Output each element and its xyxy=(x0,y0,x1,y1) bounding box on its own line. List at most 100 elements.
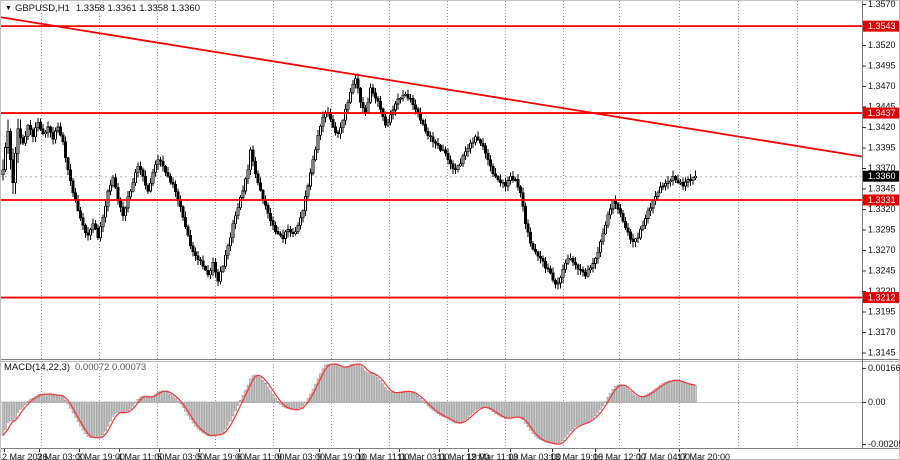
time-axis-label: 5 Mar 19:00 xyxy=(197,452,245,460)
candle-body xyxy=(481,143,485,147)
candle-body xyxy=(679,181,682,184)
macd-histogram-bar xyxy=(239,399,242,403)
macd-histogram-bar xyxy=(154,393,157,403)
price-tick-label: 1.3345 xyxy=(868,184,896,194)
candle-body xyxy=(516,179,520,188)
macd-histogram-bar xyxy=(334,363,337,403)
macd-histogram-bar xyxy=(106,401,110,427)
candle-body xyxy=(106,190,110,207)
macd-histogram-bar xyxy=(116,401,120,413)
candle-body xyxy=(661,185,665,188)
candle-body xyxy=(631,238,635,243)
macd-histogram-bar xyxy=(421,400,425,403)
candle-body xyxy=(309,172,312,187)
candle-body xyxy=(614,200,617,204)
candle-body xyxy=(601,233,605,243)
candle-body xyxy=(256,173,260,184)
macd-histogram-bar xyxy=(671,379,675,403)
macd-histogram-bar xyxy=(314,383,317,403)
candle-body xyxy=(26,125,30,137)
macd-histogram-bar xyxy=(586,401,590,422)
macd-histogram-bar xyxy=(684,383,687,403)
macd-histogram-bar xyxy=(451,401,455,423)
macd-histogram-bar xyxy=(366,372,370,403)
candle-body xyxy=(549,268,552,274)
price-level-badge[interactable]: 1.3437 xyxy=(863,107,899,119)
macd-histogram-bar xyxy=(269,390,272,403)
macd-histogram-bar xyxy=(564,401,567,438)
time-axis-label: 3 Mar 03:00 xyxy=(37,452,85,460)
candle-body xyxy=(684,181,687,187)
candle-body xyxy=(29,125,32,130)
macd-histogram-bar xyxy=(411,392,415,403)
macd-histogram-bar xyxy=(636,396,640,403)
macd-histogram-bar xyxy=(616,384,620,403)
candle-body xyxy=(469,143,472,149)
candle-body xyxy=(164,166,167,173)
macd-histogram-bar xyxy=(286,401,290,409)
macd-histogram-bar xyxy=(129,401,132,410)
macd-histogram-bar xyxy=(161,390,165,403)
candle-body xyxy=(666,180,670,184)
macd-histogram-bar xyxy=(574,401,577,428)
macd-histogram-bar xyxy=(549,401,552,444)
macd-histogram-bar xyxy=(236,401,240,406)
candle-body xyxy=(529,232,532,244)
macd-histogram-bar xyxy=(389,391,392,403)
descending-trendline[interactable] xyxy=(0,16,863,158)
macd-histogram-bar xyxy=(104,401,107,432)
macd-histogram-bar xyxy=(569,401,572,432)
macd-histogram-bar xyxy=(561,401,565,441)
macd-histogram-bar xyxy=(316,378,320,403)
price-level-badge[interactable]: 1.3331 xyxy=(863,194,899,206)
candle-body xyxy=(354,78,357,85)
candle-body xyxy=(99,226,102,238)
price-level-badge[interactable]: 1.3543 xyxy=(863,20,899,32)
candle-body xyxy=(409,97,412,100)
macd-histogram-bar xyxy=(634,395,637,403)
macd-histogram-bar xyxy=(324,364,327,403)
price-tick-label: 1.3495 xyxy=(868,61,896,71)
candle-body xyxy=(396,98,400,105)
candle-body xyxy=(361,102,365,108)
macd-histogram-bar xyxy=(209,401,212,437)
macd-histogram-bar xyxy=(404,390,407,403)
candle-body xyxy=(341,120,345,129)
symbol-dropdown-icon[interactable]: ▼ xyxy=(5,5,12,12)
price-axis: 1.3570 1.3520 1.3495 1.3470 1.3445 1.3420 1.33… xyxy=(862,0,900,449)
candle-body xyxy=(36,121,40,128)
candle-body xyxy=(159,159,162,162)
candle-body xyxy=(414,104,417,110)
svg-text:1.3437: 1.3437 xyxy=(868,108,896,118)
candle-body xyxy=(486,152,490,161)
macd-histogram-bar xyxy=(554,401,557,445)
candle-body xyxy=(171,182,175,185)
macd-histogram-bar xyxy=(359,364,362,403)
macd-histogram-bar xyxy=(599,401,602,410)
macd-histogram-bar xyxy=(659,384,662,403)
macd-histogram-bar xyxy=(379,380,382,403)
candle-body xyxy=(576,264,580,270)
candle-body xyxy=(244,178,247,192)
macd-histogram-bar xyxy=(216,401,220,436)
candle-body xyxy=(611,200,615,210)
current-price-badge[interactable]: 1.3360 xyxy=(863,170,899,182)
price-level-badge[interactable]: 1.3212 xyxy=(863,292,899,304)
candle-body xyxy=(189,234,192,247)
candle-body xyxy=(434,141,437,144)
candle-body xyxy=(484,145,487,154)
macd-histogram-bar xyxy=(336,365,340,403)
candle-body xyxy=(331,118,335,128)
candle-body xyxy=(606,214,610,226)
macd-histogram-bar xyxy=(171,395,175,403)
macd-histogram-bar xyxy=(76,401,80,423)
macd-histogram-bar xyxy=(249,378,252,403)
candle-body xyxy=(456,165,460,170)
candle-body xyxy=(299,217,302,226)
candle-body xyxy=(669,180,672,183)
candle-body xyxy=(689,179,692,182)
macd-histogram-bar xyxy=(89,401,92,438)
candle-body xyxy=(384,116,387,126)
candle-body xyxy=(649,207,652,211)
